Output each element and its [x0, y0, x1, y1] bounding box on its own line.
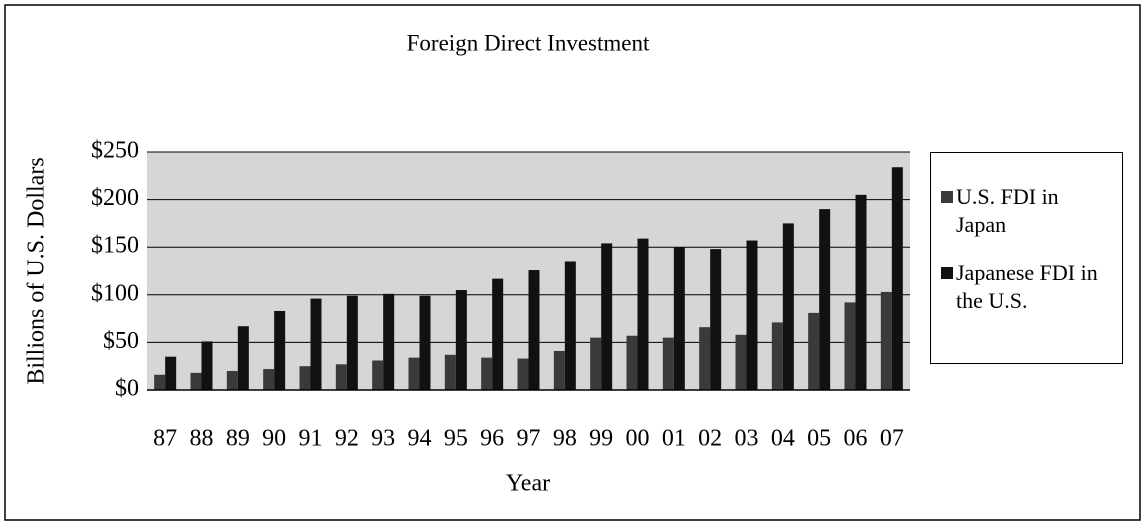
bar	[346, 295, 358, 390]
bar	[190, 372, 202, 390]
bar	[335, 364, 347, 390]
bar	[274, 310, 286, 390]
legend-swatch	[941, 267, 953, 279]
x-tick-label: 05	[807, 426, 831, 452]
x-tick-label: 02	[698, 426, 722, 452]
x-tick-label: 87	[153, 426, 177, 452]
y-tick-label: $250	[91, 138, 139, 164]
bar	[844, 302, 856, 390]
bar	[408, 357, 420, 390]
bar	[637, 238, 649, 390]
bar	[564, 261, 576, 390]
bar	[553, 350, 565, 390]
bar	[746, 240, 758, 390]
x-tick-label: 92	[335, 426, 359, 452]
bar	[880, 291, 892, 390]
bar	[673, 247, 685, 390]
x-tick-label: 04	[771, 426, 795, 452]
bar	[710, 249, 722, 390]
x-tick-label: 98	[553, 426, 577, 452]
bar	[590, 337, 602, 390]
legend: U.S. FDI in Japan Japanese FDI in the U.S…	[930, 152, 1123, 364]
x-tick-label: 88	[190, 426, 214, 452]
x-tick-label: 06	[844, 426, 868, 452]
bar	[662, 337, 674, 390]
x-tick-label: 99	[589, 426, 613, 452]
chart-border	[4, 4, 1141, 521]
bar	[372, 360, 384, 390]
bar	[237, 326, 249, 390]
x-tick-label: 00	[626, 426, 650, 452]
bar	[855, 194, 867, 390]
y-axis-label: Billions of U.S. Dollars	[24, 157, 50, 384]
bar	[528, 270, 540, 390]
y-tick-label: $50	[103, 328, 139, 354]
chart-title: Foreign Direct Investment	[407, 30, 650, 55]
x-tick-label: 96	[480, 426, 504, 452]
bar	[383, 293, 395, 390]
y-tick-label: $0	[115, 376, 139, 402]
bar	[819, 209, 831, 390]
y-tick-label: $150	[91, 233, 139, 259]
x-tick-label: 03	[735, 426, 759, 452]
x-tick-label: 97	[517, 426, 541, 452]
x-tick-label: 91	[299, 426, 323, 452]
bar	[699, 327, 711, 390]
bar	[517, 358, 529, 390]
bar	[165, 356, 177, 390]
y-tick-label: $200	[91, 185, 139, 211]
bar	[310, 298, 322, 390]
bar	[263, 369, 275, 390]
x-axis-label: Year	[506, 471, 550, 497]
legend-label: U.S. FDI in Japan	[956, 184, 1059, 237]
bar	[201, 341, 213, 390]
bar	[154, 374, 166, 390]
bar	[419, 295, 431, 390]
x-tick-label: 95	[444, 426, 468, 452]
bar	[481, 357, 493, 390]
bar	[626, 335, 638, 390]
bar	[492, 278, 504, 390]
bar	[771, 322, 783, 390]
legend-item: U.S. FDI in Japan	[941, 183, 1114, 239]
bar	[808, 312, 820, 390]
legend-label: Japanese FDI in the U.S.	[956, 260, 1098, 313]
x-tick-label: 89	[226, 426, 250, 452]
bar	[455, 290, 467, 390]
legend-swatch	[941, 191, 953, 203]
bar	[891, 167, 903, 390]
y-tick-label: $100	[91, 280, 139, 306]
x-tick-label: 94	[408, 426, 432, 452]
bar	[299, 366, 311, 390]
bar	[601, 243, 613, 390]
bar	[444, 354, 456, 390]
x-tick-label: 01	[662, 426, 686, 452]
bar	[735, 334, 747, 390]
bar	[226, 370, 238, 390]
x-tick-label: 90	[262, 426, 286, 452]
x-tick-label: 93	[371, 426, 395, 452]
legend-item: Japanese FDI in the U.S.	[941, 259, 1114, 315]
x-tick-label: 07	[880, 426, 904, 452]
bar	[782, 223, 794, 390]
